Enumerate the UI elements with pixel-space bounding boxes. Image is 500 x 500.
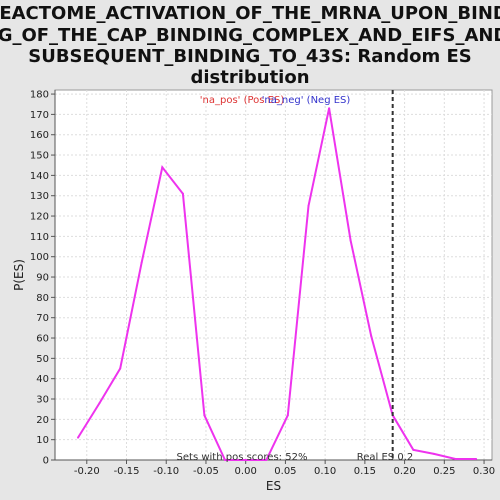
- data-point: [412, 448, 415, 451]
- plot-area: [54, 89, 493, 461]
- x-tick-label: 0.20: [393, 466, 415, 477]
- x-tick-label: -0.20: [74, 466, 100, 477]
- y-tick-label: 120: [30, 212, 49, 223]
- data-point: [181, 192, 184, 195]
- x-tick-label: 0.05: [274, 466, 296, 477]
- y-tick-label: 40: [36, 374, 49, 385]
- sets-pos-label: Sets with pos scores: 52%: [177, 452, 308, 463]
- data-point: [224, 459, 227, 461]
- x-tick-label: -0.10: [153, 466, 179, 477]
- y-tick-label: 0: [43, 456, 49, 467]
- x-tick-label: -0.05: [193, 466, 219, 477]
- na-neg-label: 'na_neg' (Neg ES): [262, 95, 351, 106]
- y-tick-label: 170: [30, 110, 49, 121]
- y-tick-label: 90: [36, 273, 49, 284]
- data-point: [77, 436, 80, 439]
- y-tick-label: 130: [30, 191, 49, 202]
- data-point: [244, 459, 247, 461]
- data-point: [203, 414, 206, 417]
- y-tick-label: 10: [36, 435, 49, 446]
- y-tick-label: 70: [36, 313, 49, 324]
- title-line: REACTOME_ACTIVATION_OF_THE_MRNA_UPON_BIN…: [0, 3, 500, 24]
- y-tick-label: 160: [30, 130, 49, 141]
- title-line: SUBSEQUENT_BINDING_TO_43S: Random ES: [28, 46, 472, 67]
- y-tick-label: 100: [30, 252, 49, 263]
- y-tick-label: 30: [36, 395, 49, 406]
- data-point: [349, 239, 352, 242]
- y-tick-label: 140: [30, 171, 49, 182]
- data-point: [370, 334, 373, 337]
- x-tick-label: 0.00: [235, 466, 257, 477]
- x-tick-label: -0.15: [114, 466, 140, 477]
- data-point: [475, 457, 478, 460]
- y-axis-label: P(ES): [12, 259, 26, 291]
- title-line: distribution: [190, 67, 309, 88]
- x-tick-label: 0.10: [314, 466, 336, 477]
- chart-title: REACTOME_ACTIVATION_OF_THE_MRNA_UPON_BIN…: [0, 3, 500, 88]
- series: [77, 90, 478, 461]
- data-point: [161, 166, 164, 169]
- data-point: [454, 457, 457, 460]
- data-point: [286, 414, 289, 417]
- y-tick-label: 60: [36, 334, 49, 345]
- data-point: [140, 261, 143, 264]
- axes: 0 10 20 30 40 50 60 70 80 90 100 110 120 130 140 150 160…: [30, 90, 495, 477]
- y-tick-label: 50: [36, 354, 49, 365]
- y-tick-label: 180: [30, 90, 49, 101]
- na-pos-label: 'na_pos' (Pos ES): [200, 95, 285, 106]
- data-point: [98, 402, 101, 405]
- y-tick-label: 20: [36, 415, 49, 426]
- y-tick-label: 110: [30, 232, 49, 243]
- y-tick-label: 150: [30, 151, 49, 162]
- data-point: [328, 107, 331, 110]
- x-axis-label: ES: [266, 479, 281, 493]
- x-tick-label: 0.15: [354, 466, 376, 477]
- grid: [55, 90, 492, 461]
- data-point: [119, 367, 122, 370]
- x-tick-label: 0.30: [473, 466, 495, 477]
- data-point: [265, 459, 268, 461]
- data-point: [307, 204, 310, 207]
- annotations: 'na_pos' (Pos ES) 'na_neg' (Neg ES) Sets…: [177, 95, 414, 463]
- real-es-label: Real ES 0.2: [357, 452, 413, 463]
- y-tick-label: 80: [36, 293, 49, 304]
- title-line: NG_OF_THE_CAP_BINDING_COMPLEX_AND_EIFS_A…: [0, 25, 500, 46]
- x-tick-label: 0.25: [433, 466, 455, 477]
- series-line: [77, 108, 477, 461]
- data-point: [432, 452, 435, 455]
